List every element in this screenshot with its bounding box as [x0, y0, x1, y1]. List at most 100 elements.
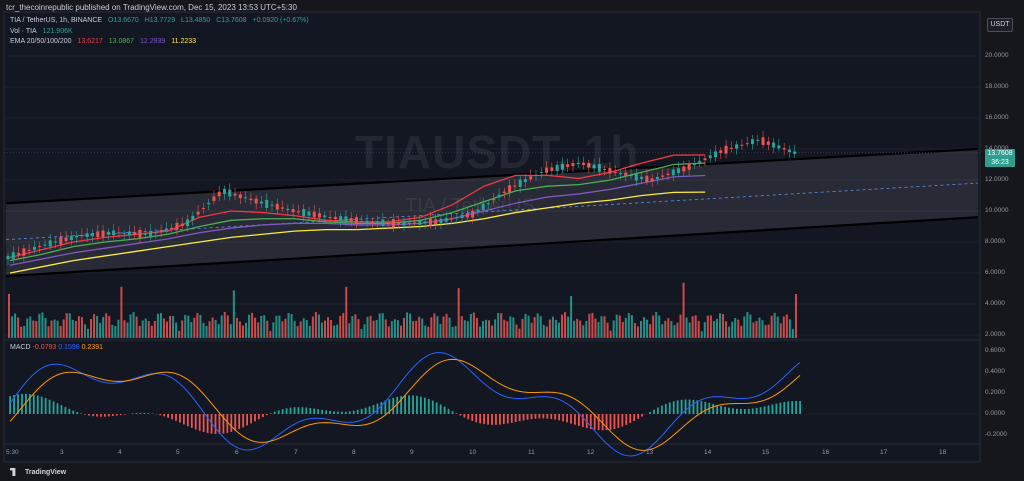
volume-bar: [694, 315, 697, 338]
volume-bar: [521, 318, 524, 338]
volume-bar: [14, 313, 17, 338]
macd-hist-bar: [25, 393, 27, 414]
time-tick-label: 14: [704, 449, 712, 456]
candle-body: [708, 155, 712, 159]
volume-bar: [217, 324, 220, 338]
volume-bar: [542, 324, 545, 338]
macd-hist-bar: [368, 406, 371, 414]
volume-bar: [29, 316, 32, 338]
volume-bar: [317, 314, 320, 338]
macd-legend[interactable]: MACD -0.0793 0.1598 0.2391: [10, 344, 103, 351]
volume-bar: [11, 316, 14, 338]
candle-body: [629, 175, 633, 177]
volume-bar: [770, 315, 773, 338]
macd-hist-bar: [633, 414, 636, 421]
macd-hist-bar: [163, 414, 166, 417]
volume-bar: [636, 326, 639, 338]
candle-body: [624, 172, 628, 177]
symbol-legend[interactable]: TIA / TetherUS, 1h, BINANCE O13.6670 H13…: [10, 17, 313, 24]
candle-body: [471, 210, 475, 218]
brand-label: TradingView: [25, 468, 67, 476]
volume-bar: [539, 316, 542, 338]
candle-body: [254, 198, 258, 204]
candle-body: [455, 216, 459, 219]
macd-hist-bar: [309, 407, 312, 414]
volume-bar: [287, 313, 290, 338]
ema-legend[interactable]: EMA 20/50/100/200 13.6217 13.0867 12.293…: [10, 38, 200, 45]
candle-body: [582, 162, 586, 165]
channel-fill: [6, 149, 978, 277]
candle-body: [782, 148, 786, 150]
macd-hist-bar: [329, 410, 331, 414]
time-tick-label: 5:30: [6, 449, 19, 456]
volume-bar: [238, 321, 241, 338]
macd-hist-bar: [787, 401, 790, 414]
candle-body: [222, 188, 226, 194]
volume-bar: [187, 315, 190, 338]
macd-hist-bar: [502, 414, 505, 425]
volume-bar: [77, 316, 80, 338]
publisher-line: tcr_thecoinrepublic published on Trading…: [6, 3, 297, 12]
last-price-value: 13.7608: [987, 150, 1013, 157]
volume-bar: [655, 312, 658, 338]
macd-hist-bar: [716, 404, 719, 414]
volume-bar: [320, 322, 323, 338]
candle-body: [17, 252, 21, 255]
macd-hist-bar: [80, 413, 83, 414]
macd-hist-bar: [234, 414, 237, 431]
candle-body: [143, 233, 147, 235]
volume-bar: [132, 312, 135, 338]
tradingview-footer[interactable]: TradingView: [10, 468, 66, 476]
time-tick-label: 7: [294, 449, 298, 456]
volume-bar: [627, 313, 630, 338]
candle-body: [127, 231, 131, 236]
volume-bar: [752, 322, 755, 338]
candle-body: [423, 221, 427, 224]
macd-hist-bar: [246, 414, 248, 426]
volume-bar: [551, 316, 554, 338]
macd-hist-bar: [352, 410, 355, 414]
macd-hist-bar: [506, 414, 509, 424]
volume-bar: [65, 313, 68, 338]
candle-body: [106, 231, 110, 235]
volume-bar: [621, 321, 624, 338]
volume-bar: [564, 312, 567, 338]
macd-hist-bar: [455, 413, 458, 414]
macd-hist-bar: [40, 396, 43, 414]
macd-hist-bar: [664, 403, 667, 414]
macd-hist-bar: [265, 414, 268, 416]
candle-body: [159, 230, 163, 233]
volume-bar: [23, 325, 26, 338]
candle-body: [54, 241, 58, 243]
macd-hist-bar: [17, 394, 19, 414]
volume-bar: [363, 324, 366, 338]
macd-hist-bar: [206, 414, 209, 433]
price-tick-label: 18.0000: [985, 83, 1009, 90]
watermark-name: TIA / TetherUS: [405, 195, 535, 217]
volume-bar: [59, 325, 62, 338]
macd-hist-bar: [771, 404, 774, 414]
macd-hist-bar: [767, 405, 770, 414]
candle-body: [133, 232, 137, 235]
macd-hist-bar: [222, 414, 225, 434]
macd-tick-label: 0.4000: [985, 368, 1005, 375]
volume-bar: [491, 325, 494, 338]
macd-hist-bar: [451, 411, 454, 414]
volume-bar: [643, 317, 646, 338]
macd-tick-label: 0.6000: [985, 347, 1005, 354]
volume-bar: [393, 319, 396, 338]
volume-legend[interactable]: Vol · TIA 121.906K: [10, 28, 77, 35]
candle-body: [112, 230, 116, 236]
macd-hist-bar: [550, 414, 553, 419]
macd-hist-bar: [111, 414, 114, 417]
volume-bar: [345, 286, 348, 338]
macd-hist-bar: [202, 414, 205, 433]
volume-bar: [333, 325, 336, 338]
currency-button[interactable]: USDT: [987, 18, 1013, 32]
macd-hist-bar: [186, 414, 189, 427]
macd-hist-bar: [277, 410, 280, 414]
candle-body: [217, 191, 221, 197]
candle-body: [339, 216, 343, 221]
macd-hist-value: -0.0793: [32, 344, 57, 351]
